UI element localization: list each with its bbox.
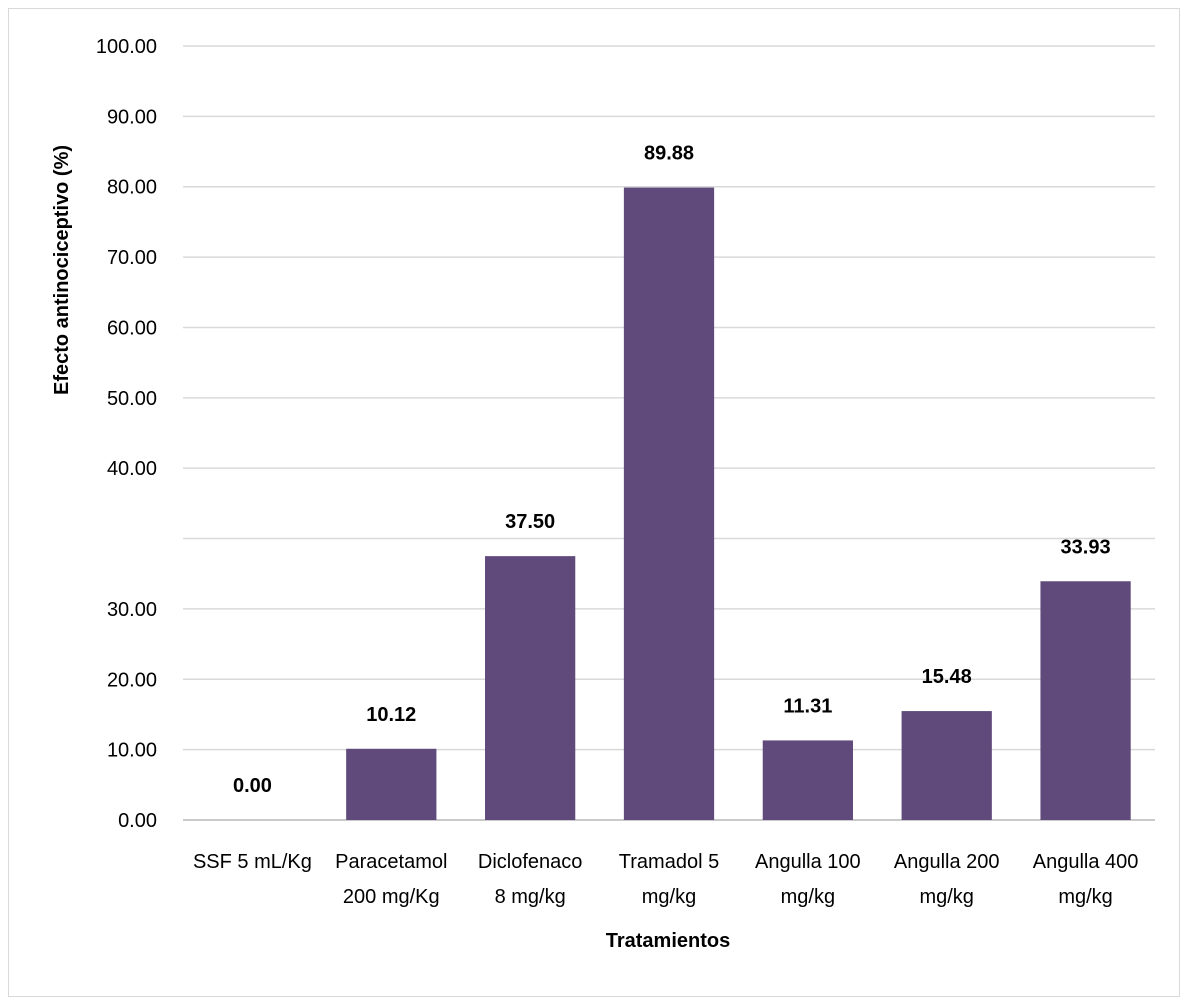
x-tick-label: mg/kg — [919, 886, 973, 908]
y-tick-label: 50.00 — [107, 388, 157, 410]
x-tick-label: mg/kg — [642, 886, 696, 908]
x-tick-label: mg/kg — [1058, 886, 1112, 908]
x-tick-label: SSF 5 mL/Kg — [193, 851, 312, 873]
bar — [485, 556, 576, 820]
y-tick-label: 10.00 — [107, 740, 157, 762]
y-tick-label: 100.00 — [96, 36, 157, 58]
bars — [346, 187, 1131, 820]
bar — [762, 740, 853, 820]
data-label: 10.12 — [366, 704, 416, 726]
data-label: 37.50 — [505, 511, 555, 533]
x-tick-label: Angulla 200 — [894, 851, 1000, 873]
x-tick-label: Angulla 100 — [755, 851, 861, 873]
y-tick-label: 0.00 — [118, 810, 157, 832]
y-axis-title: Efecto antinociceptivo (%) — [51, 145, 73, 395]
y-axis-ticks: 0.00 10.00 20.00 30.00 40.00 50.00 60.00 70.00 8… — [96, 36, 157, 832]
y-tick-label: 80.00 — [107, 177, 157, 199]
bar — [623, 187, 715, 820]
x-tick-label: 8 mg/kg — [495, 886, 566, 908]
y-tick-label: 20.00 — [107, 669, 157, 691]
y-tick-label: 30.00 — [107, 599, 157, 621]
y-tick-label: 90.00 — [107, 106, 157, 128]
bar — [901, 711, 992, 820]
x-tick-label: Diclofenaco — [478, 851, 583, 873]
x-tick-label: Tramadol 5 — [619, 851, 719, 873]
data-label: 33.93 — [1061, 536, 1111, 558]
bar — [1040, 581, 1131, 820]
x-tick-label: 200 mg/Kg — [343, 886, 440, 908]
y-tick-label: 60.00 — [107, 317, 157, 339]
bar — [346, 748, 437, 820]
data-label: 15.48 — [922, 666, 972, 688]
x-tick-label: Angulla 400 — [1033, 851, 1139, 873]
x-axis-title: Tratamientos — [606, 930, 730, 952]
chart-frame — [8, 8, 1180, 997]
x-tick-label: mg/kg — [781, 886, 835, 908]
x-tick-label: Paracetamol — [335, 851, 447, 873]
data-label: 11.31 — [783, 695, 832, 717]
y-tick-label: 40.00 — [107, 458, 157, 480]
x-axis-categories: SSF 5 mL/Kg Paracetamol 200 mg/Kg Diclofena… — [193, 851, 1138, 908]
data-label: 0.00 — [233, 775, 272, 797]
data-label: 89.88 — [644, 143, 694, 165]
data-labels: 0.00 10.12 37.50 89.88 11.31 15.48 33.93 — [233, 143, 1111, 797]
y-tick-label: 70.00 — [107, 247, 157, 269]
